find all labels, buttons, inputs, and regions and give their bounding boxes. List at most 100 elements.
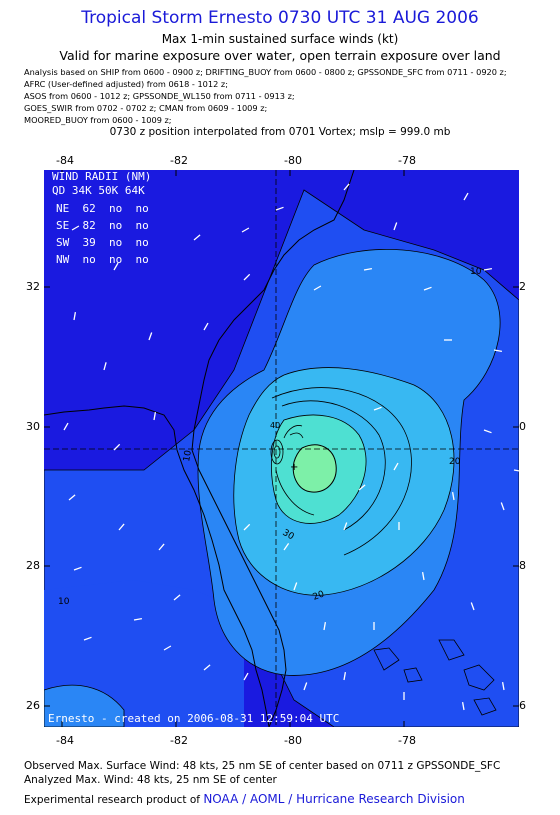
edge-ticks <box>44 170 519 727</box>
wind-vector <box>73 311 77 321</box>
wind-radii-row-ne: NE 62 no no <box>56 202 149 215</box>
wind-vector <box>153 411 157 421</box>
org-link[interactable]: NOAA / AOML / Hurricane Research Divisio… <box>203 792 465 806</box>
lon-tick-top: -82 <box>170 154 188 167</box>
map-subtitle: Max 1-min sustained surface winds (kt) <box>161 32 399 46</box>
storm-center <box>270 439 284 465</box>
wind-vector <box>63 422 69 431</box>
analysis-line: GOES_SWIR from 0702 - 0702 z; CMAN from … <box>24 103 268 113</box>
lon-tick-top: -78 <box>398 154 416 167</box>
wind-vector <box>158 543 165 551</box>
lat-tick-left: 26 <box>26 699 40 712</box>
wind-vector <box>363 267 373 271</box>
wind-vector <box>451 491 455 501</box>
analysis-line: ASOS from 0600 - 1012 z; GPSSONDE_WL150 … <box>24 91 295 101</box>
analysis-sources: Analysis based on SHIP from 0600 - 0900 … <box>24 66 556 126</box>
wind-vector <box>118 523 125 531</box>
wind-vector <box>173 594 181 601</box>
wind-vector <box>501 681 505 691</box>
wind-vector <box>163 645 172 651</box>
wind-vector <box>323 621 327 631</box>
wind-vector <box>463 192 469 201</box>
product-credit: Experimental research product of NOAA / … <box>24 792 465 806</box>
contour-core <box>292 444 337 493</box>
contour-label: 20 <box>312 589 326 602</box>
wind-vector <box>303 682 308 691</box>
wind-vector <box>103 362 107 371</box>
wind-radii-row-sw: SW 39 no no <box>56 236 149 249</box>
lon-tick-bottom: -82 <box>170 734 188 747</box>
contour-label: 10 <box>182 449 194 462</box>
created-note: Ernesto - created on 2006-08-31 12:59:04… <box>48 712 339 725</box>
contour-label: 40 <box>270 421 280 430</box>
wind-map: + 10 20 30 20 10 10 40 <box>44 170 519 727</box>
lon-tick-top: -80 <box>284 154 302 167</box>
wind-vector <box>293 582 298 591</box>
wind-vector <box>358 484 366 491</box>
wind-vector <box>113 443 121 451</box>
wind-vector <box>243 523 251 531</box>
wind-vector <box>243 672 249 681</box>
wind-vector <box>393 222 398 231</box>
lon-tick-top: -84 <box>56 154 74 167</box>
wind-radii-columns: QD 34K 50K 64K <box>52 184 145 197</box>
wind-vector <box>513 469 519 472</box>
wind-radii-table: WIND RADII (NM) QD 34K 50K 64K NE 62 no … <box>52 170 151 266</box>
wind-vector <box>343 522 348 531</box>
wind-vector <box>500 502 505 511</box>
lat-tick-left: 32 <box>26 280 40 293</box>
center-crosshair <box>44 170 519 727</box>
wind-vector <box>421 571 425 581</box>
wind-radii-row-nw: NW no no no <box>56 253 149 266</box>
map-title: Tropical Storm Ernesto 0730 UTC 31 AUG 2… <box>81 8 479 28</box>
contour-label: 20 <box>449 457 461 467</box>
wind-vector <box>493 349 503 353</box>
wind-vector <box>203 664 211 671</box>
wind-vector <box>148 332 153 341</box>
position-note: 0730 z position interpolated from 0701 V… <box>109 126 451 138</box>
valid-note: Valid for marine exposure over water, op… <box>59 48 501 63</box>
wind-vector <box>483 429 492 434</box>
wind-vector <box>73 566 82 571</box>
wind-vector <box>283 543 290 551</box>
product-prefix: Experimental research product of <box>24 794 200 806</box>
lat-tick-left: 28 <box>26 559 40 572</box>
wind-vector <box>423 286 432 291</box>
analysis-line: MOORED_BUOY from 0600 - 1009 z; <box>24 115 172 125</box>
bahamas <box>373 639 497 716</box>
wind-vector <box>83 636 92 641</box>
wind-vector <box>68 494 76 501</box>
lon-tick-bottom: -84 <box>56 734 74 747</box>
wind-vector <box>203 322 209 331</box>
wind-vector <box>241 227 250 233</box>
wind-vector <box>193 234 201 241</box>
wind-radii-row-se: SE 82 no no <box>56 219 149 232</box>
wind-vector <box>313 285 322 291</box>
wind-vector <box>393 462 399 471</box>
analyzed-max-wind: Analyzed Max. Wind: 48 kts, 25 nm SE of … <box>24 774 277 786</box>
analysis-line: AFRC (User-defined adjusted) from 0618 -… <box>24 79 228 89</box>
wind-radii-header: WIND RADII (NM) <box>52 170 151 183</box>
contour-lines <box>271 387 412 556</box>
wind-vector <box>133 617 143 621</box>
wind-vector <box>113 262 119 271</box>
wind-vector <box>373 406 382 411</box>
wind-vector <box>343 183 350 191</box>
contour-label: 10 <box>470 267 482 277</box>
wind-vector <box>461 701 465 711</box>
wind-vector <box>275 206 284 211</box>
florida-coastline <box>191 170 355 727</box>
lon-tick-bottom: -78 <box>398 734 416 747</box>
center-marker: + <box>290 462 298 473</box>
wind-vector <box>483 267 493 271</box>
analysis-line: Analysis based on SHIP from 0600 - 0900 … <box>24 67 507 77</box>
lat-tick-left: 30 <box>26 420 40 433</box>
wind-vector <box>243 273 251 281</box>
wind-vector <box>470 602 475 611</box>
gulf-coastline <box>44 405 270 727</box>
contour-label: 10 <box>58 597 70 607</box>
contour-band-sw <box>44 684 125 727</box>
wind-vector <box>343 671 347 681</box>
wind-vector <box>71 225 80 231</box>
wind-vectors <box>63 183 519 711</box>
